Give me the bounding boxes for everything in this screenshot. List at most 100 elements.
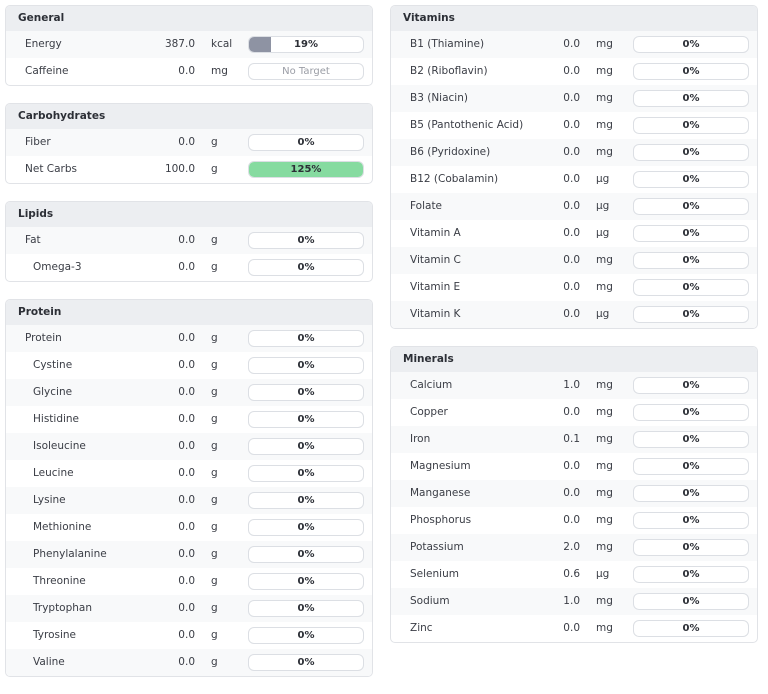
nutrient-row: Vitamin A 0.0 µg 0% bbox=[391, 220, 757, 247]
nutrient-row: Selenium 0.6 µg 0% bbox=[391, 561, 757, 588]
nutrient-name: Folate bbox=[410, 200, 443, 212]
progress-label: 0% bbox=[682, 66, 700, 77]
progress-bar: 0% bbox=[633, 63, 749, 80]
nutrient-name: Vitamin A bbox=[410, 227, 461, 239]
progress-bar: 0% bbox=[248, 573, 364, 590]
progress-bar: 0% bbox=[248, 627, 364, 644]
progress-bar: 0% bbox=[633, 620, 749, 637]
unit: µg bbox=[596, 308, 610, 320]
nutrient-row: Valine 0.0 g 0% bbox=[6, 649, 372, 676]
panel-rows: Calcium 1.0 mg 0% Copper 0.0 mg 0% Iron 0.1 mg 0% Ma… bbox=[391, 372, 757, 642]
unit: µg bbox=[596, 227, 610, 239]
amount: 0.6 bbox=[563, 568, 580, 580]
progress-bar: 0% bbox=[248, 357, 364, 374]
unit: mg bbox=[596, 119, 613, 131]
amount: 0.0 bbox=[178, 548, 195, 560]
progress-bar: 0% bbox=[633, 431, 749, 448]
progress-bar: 0% bbox=[633, 306, 749, 323]
unit: g bbox=[211, 386, 218, 398]
amount: 0.0 bbox=[563, 92, 580, 104]
nutrient-row: Folate 0.0 µg 0% bbox=[391, 193, 757, 220]
nutrient-name: Energy bbox=[25, 38, 62, 50]
nutrient-row: Tryptophan 0.0 g 0% bbox=[6, 595, 372, 622]
panel: Carbohydrates Fiber 0.0 g 0% Net Carbs 100.0 g 1… bbox=[5, 103, 373, 184]
amount: 0.0 bbox=[563, 487, 580, 499]
unit: mg bbox=[596, 379, 613, 391]
left-column: General Energy 387.0 kcal 19% Caffeine 0.0 mg No… bbox=[5, 5, 373, 694]
nutrient-name: B3 (Niacin) bbox=[410, 92, 468, 104]
progress-label: 0% bbox=[682, 596, 700, 607]
amount: 0.0 bbox=[563, 254, 580, 266]
progress-label: 0% bbox=[682, 488, 700, 499]
unit: mg bbox=[596, 38, 613, 50]
nutrient-row: Phosphorus 0.0 mg 0% bbox=[391, 507, 757, 534]
progress-bar: 0% bbox=[633, 404, 749, 421]
progress-label: 0% bbox=[297, 360, 315, 371]
nutrient-row: Fat 0.0 g 0% bbox=[6, 227, 372, 254]
nutrient-row: Zinc 0.0 mg 0% bbox=[391, 615, 757, 642]
unit: mg bbox=[596, 460, 613, 472]
progress-bar: 0% bbox=[248, 465, 364, 482]
amount: 0.0 bbox=[563, 460, 580, 472]
unit: g bbox=[211, 548, 218, 560]
progress-label: 0% bbox=[297, 657, 315, 668]
unit: g bbox=[211, 494, 218, 506]
nutrient-row: Potassium 2.0 mg 0% bbox=[391, 534, 757, 561]
amount: 0.0 bbox=[563, 65, 580, 77]
nutrient-row: B2 (Riboflavin) 0.0 mg 0% bbox=[391, 58, 757, 85]
nutrient-name: Fiber bbox=[25, 136, 51, 148]
panel-title: General bbox=[6, 6, 372, 31]
panel: Protein Protein 0.0 g 0% Cystine 0.0 g 0% Glycine… bbox=[5, 299, 373, 677]
progress-bar: 0% bbox=[248, 519, 364, 536]
nutrient-name: Manganese bbox=[410, 487, 471, 499]
unit: mg bbox=[596, 254, 613, 266]
progress-bar: 0% bbox=[248, 411, 364, 428]
amount: 0.0 bbox=[563, 227, 580, 239]
progress-bar: 0% bbox=[248, 546, 364, 563]
progress-label: 0% bbox=[297, 522, 315, 533]
nutrient-name: B6 (Pyridoxine) bbox=[410, 146, 491, 158]
progress-label: 0% bbox=[682, 147, 700, 158]
amount: 0.0 bbox=[178, 521, 195, 533]
amount: 0.0 bbox=[563, 406, 580, 418]
nutrient-name: Valine bbox=[33, 656, 65, 668]
unit: mg bbox=[596, 281, 613, 293]
nutrient-row: Isoleucine 0.0 g 0% bbox=[6, 433, 372, 460]
nutrient-row: Caffeine 0.0 mg No Target bbox=[6, 58, 372, 85]
unit: g bbox=[211, 234, 218, 246]
amount: 0.0 bbox=[178, 65, 195, 77]
panel: Lipids Fat 0.0 g 0% Omega-3 0.0 g 0% bbox=[5, 201, 373, 282]
progress-bar: 125% bbox=[248, 161, 364, 178]
nutrient-name: Lysine bbox=[33, 494, 66, 506]
nutrient-row: Phenylalanine 0.0 g 0% bbox=[6, 541, 372, 568]
unit: mg bbox=[596, 433, 613, 445]
progress-label: 0% bbox=[297, 549, 315, 560]
progress-label: 0% bbox=[297, 137, 315, 148]
nutrient-name: Calcium bbox=[410, 379, 453, 391]
progress-label: 0% bbox=[297, 576, 315, 587]
nutrient-name: Copper bbox=[410, 406, 448, 418]
progress-bar: 0% bbox=[248, 330, 364, 347]
progress-bar: 0% bbox=[248, 232, 364, 249]
progress-label: 0% bbox=[682, 255, 700, 266]
nutrient-row: Tyrosine 0.0 g 0% bbox=[6, 622, 372, 649]
progress-label: 0% bbox=[682, 282, 700, 293]
nutrient-row: Methionine 0.0 g 0% bbox=[6, 514, 372, 541]
unit: mg bbox=[596, 65, 613, 77]
progress-label: 0% bbox=[682, 569, 700, 580]
unit: mg bbox=[596, 595, 613, 607]
progress-bar: 0% bbox=[633, 593, 749, 610]
unit: kcal bbox=[211, 38, 233, 50]
progress-label: 0% bbox=[297, 603, 315, 614]
nutrient-row: B6 (Pyridoxine) 0.0 mg 0% bbox=[391, 139, 757, 166]
panel-title: Vitamins bbox=[391, 6, 757, 31]
unit: mg bbox=[596, 514, 613, 526]
nutrient-name: Protein bbox=[25, 332, 62, 344]
progress-bar: 0% bbox=[633, 279, 749, 296]
unit: g bbox=[211, 440, 218, 452]
nutrient-row: Protein 0.0 g 0% bbox=[6, 325, 372, 352]
amount: 0.0 bbox=[178, 261, 195, 273]
nutrient-name: Omega-3 bbox=[33, 261, 82, 273]
progress-label: 0% bbox=[297, 414, 315, 425]
